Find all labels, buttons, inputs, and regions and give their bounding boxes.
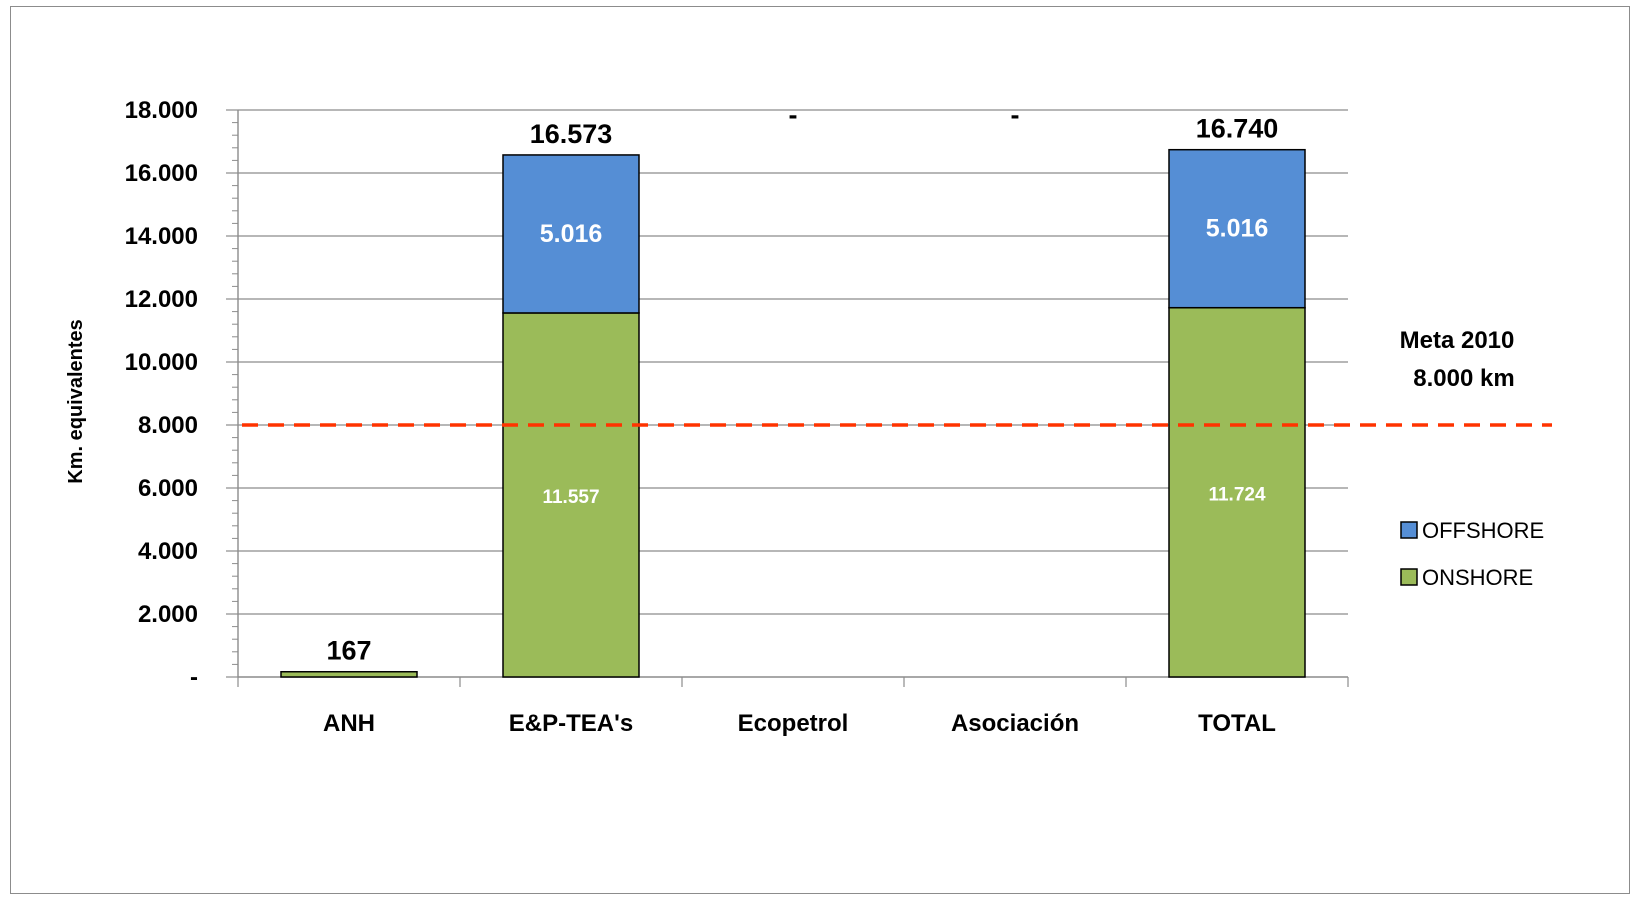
- bar-onshore: [502, 312, 640, 678]
- segment-label: 5.016: [540, 220, 603, 248]
- x-tick-label: Ecopetrol: [738, 710, 849, 737]
- segment-label: 11.557: [542, 487, 599, 508]
- target-label-line1: Meta 2010: [1400, 327, 1515, 354]
- bar-onshore: [1168, 306, 1306, 678]
- bar-offshore: [502, 154, 640, 314]
- y-tick-label: 14.000: [125, 223, 198, 250]
- x-tick-label: E&P-TEA's: [509, 710, 633, 737]
- legend-swatch-onshore: [1400, 568, 1418, 586]
- x-tick-label: ANH: [323, 710, 375, 737]
- y-tick-label: 10.000: [125, 349, 198, 376]
- bar-onshore: [280, 670, 418, 678]
- y-tick-label: 6.000: [138, 475, 198, 502]
- y-axis-label: Km. equivalentes: [65, 319, 87, 484]
- target-label-line2: 8.000 km: [1413, 365, 1514, 392]
- x-tick-label: Asociación: [951, 710, 1079, 737]
- total-label: 167: [326, 636, 371, 666]
- y-tick-label: 16.000: [125, 160, 198, 187]
- legend-label-onshore: ONSHORE: [1422, 565, 1533, 590]
- chart-frame: [10, 6, 1630, 894]
- legend-swatch-offshore: [1400, 521, 1418, 539]
- y-tick-label: 18.000: [125, 97, 198, 124]
- bar-offshore: [1168, 148, 1306, 309]
- segment-label: 5.016: [1206, 215, 1269, 243]
- total-label: -: [1011, 100, 1020, 130]
- total-label: 16.573: [530, 119, 613, 149]
- segment-label: 11.724: [1208, 484, 1265, 505]
- y-tick-label: 12.000: [125, 286, 198, 313]
- total-label: 16.740: [1196, 114, 1279, 144]
- y-tick-label: -: [190, 664, 198, 691]
- y-tick-label: 4.000: [138, 538, 198, 565]
- total-label: -: [789, 100, 798, 130]
- x-tick-label: TOTAL: [1198, 710, 1276, 737]
- y-tick-label: 8.000: [138, 412, 198, 439]
- y-tick-label: 2.000: [138, 601, 198, 628]
- legend-label-offshore: OFFSHORE: [1422, 518, 1544, 543]
